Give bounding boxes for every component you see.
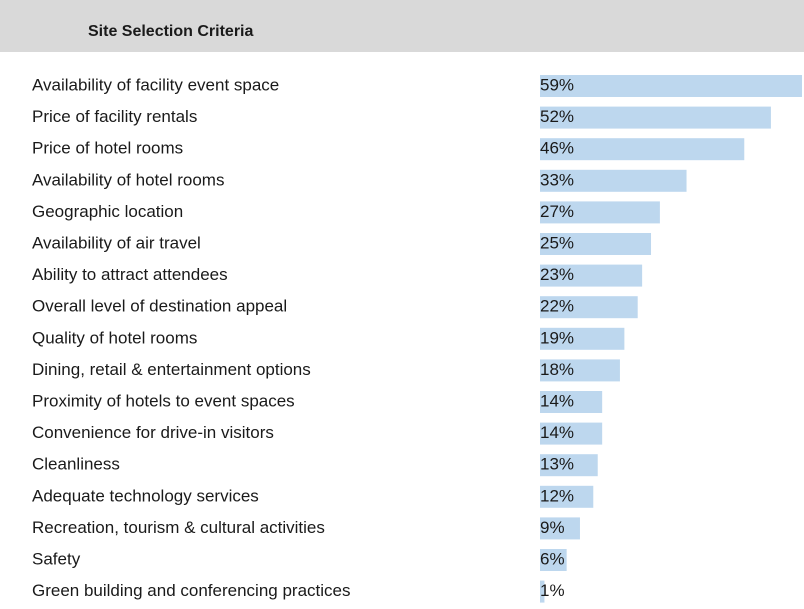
category-label: Recreation, tourism & cultural activitie…: [32, 518, 325, 537]
bar: [540, 549, 567, 571]
category-label: Price of facility rentals: [32, 107, 197, 126]
bar: [540, 233, 652, 255]
bar: [540, 169, 687, 192]
value-label: 6%: [540, 549, 565, 568]
bar: [540, 391, 603, 413]
category-label: Ability to attract attendees: [32, 265, 228, 284]
value-label: 14%: [540, 391, 574, 410]
value-label: 19%: [540, 328, 574, 347]
value-label: 9%: [540, 518, 565, 537]
header-band: [0, 0, 804, 52]
chart-title: Site Selection Criteria: [88, 23, 253, 40]
value-label: 14%: [540, 423, 574, 442]
category-label: Availability of hotel rooms: [32, 170, 224, 189]
value-label: 23%: [540, 265, 574, 284]
category-label: Convenience for drive-in visitors: [32, 423, 274, 442]
bar: [540, 327, 625, 350]
category-label: Price of hotel rooms: [32, 139, 183, 158]
value-label: 18%: [540, 360, 574, 379]
value-label: 27%: [540, 202, 574, 221]
bar: [540, 517, 580, 540]
bar: [540, 296, 638, 319]
value-label: 12%: [540, 486, 574, 505]
value-label: 46%: [540, 139, 574, 158]
category-label: Cleanliness: [32, 455, 120, 474]
category-label: Availability of facility event space: [32, 75, 279, 94]
value-label: 52%: [540, 107, 574, 126]
value-label: 59%: [540, 75, 574, 94]
bar: [540, 106, 771, 129]
bar: [540, 75, 802, 97]
value-label: 25%: [540, 233, 574, 252]
bar: [540, 264, 643, 287]
category-label: Adequate technology services: [32, 486, 259, 505]
bar: [540, 359, 620, 382]
value-label: 1%: [540, 581, 565, 600]
category-label: Quality of hotel rooms: [32, 328, 197, 347]
bar: [540, 454, 598, 477]
bar: [540, 485, 594, 508]
bar: [540, 138, 745, 161]
category-label: Overall level of destination appeal: [32, 297, 287, 316]
category-label: Dining, retail & entertainment options: [32, 360, 311, 379]
category-label: Safety: [32, 549, 81, 568]
category-label: Availability of air travel: [32, 233, 201, 252]
bar: [540, 422, 603, 445]
bar: [540, 201, 660, 224]
bar: [540, 580, 545, 603]
value-label: 33%: [540, 170, 574, 189]
value-label: 13%: [540, 455, 574, 474]
category-label: Proximity of hotels to event spaces: [32, 391, 295, 410]
category-label: Green building and conferencing practice…: [32, 581, 350, 600]
value-label: 22%: [540, 297, 574, 316]
category-label: Geographic location: [32, 202, 183, 221]
